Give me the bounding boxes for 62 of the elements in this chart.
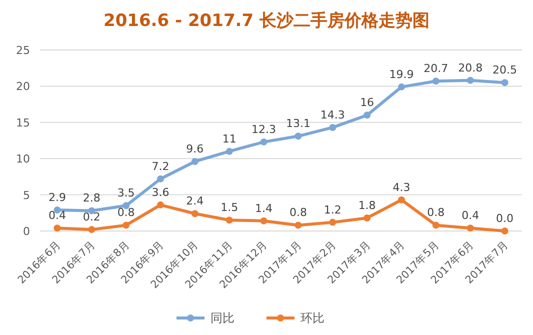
point [122, 222, 130, 229]
data-label: 11 [222, 132, 236, 146]
data-label: 0.8 [427, 206, 445, 220]
y-tick-label: 25 [16, 44, 30, 57]
point [226, 216, 233, 224]
data-label: 0.8 [289, 206, 307, 220]
y-tick-label: 20 [16, 80, 30, 94]
y-tick-label: 10 [16, 152, 30, 166]
y-tick-label: 15 [16, 116, 30, 130]
data-label: 2.8 [82, 192, 100, 205]
point [191, 210, 198, 218]
y-tick-label: 5 [23, 188, 30, 202]
point [191, 158, 198, 165]
point [398, 83, 405, 90]
point [260, 217, 268, 224]
data-label: 16 [360, 96, 374, 110]
point [432, 78, 440, 85]
chart-title: 2016.6 - 2017.7 长沙二手房价格走势图 [103, 11, 430, 31]
data-label: 7.2 [152, 160, 170, 173]
point [501, 79, 508, 86]
point [329, 218, 336, 226]
y-tick-label: 0 [23, 225, 30, 238]
point [466, 76, 474, 84]
data-label: 3.6 [152, 186, 170, 199]
data-label: 0.4 [48, 209, 66, 222]
point [260, 138, 268, 146]
point [226, 148, 233, 155]
point [294, 132, 302, 140]
data-label: 4.3 [392, 180, 410, 194]
data-label: 20.8 [458, 61, 483, 74]
legend-label: 同比 [210, 311, 234, 325]
data-label: 1.4 [255, 202, 273, 215]
point [364, 112, 371, 119]
data-label: 2.9 [48, 191, 66, 204]
data-label: 1.8 [358, 198, 376, 212]
point [432, 222, 440, 229]
point [501, 228, 508, 234]
point [54, 224, 61, 232]
legend-label: 环比 [300, 311, 324, 325]
point [157, 175, 164, 182]
point [294, 222, 302, 229]
data-label: 14.3 [320, 108, 345, 122]
point [88, 226, 96, 234]
point [157, 201, 164, 208]
data-label: 0.4 [462, 209, 480, 222]
data-label: 2.4 [186, 194, 204, 208]
data-label: 20.7 [424, 62, 448, 76]
point [364, 214, 371, 222]
data-label: 0.0 [496, 212, 514, 225]
data-label: 0.8 [117, 206, 135, 220]
data-label: 12.3 [252, 122, 276, 136]
data-label: 0.2 [82, 210, 100, 224]
point [398, 196, 405, 204]
data-label: 13.1 [286, 117, 310, 130]
data-label: 9.6 [186, 142, 204, 156]
data-label: 3.5 [117, 186, 135, 200]
point [466, 224, 474, 232]
data-label: 1.5 [220, 201, 238, 214]
point [329, 124, 336, 131]
data-label: 1.2 [324, 203, 342, 216]
data-label: 20.5 [492, 64, 518, 77]
data-label: 19.9 [389, 68, 414, 81]
